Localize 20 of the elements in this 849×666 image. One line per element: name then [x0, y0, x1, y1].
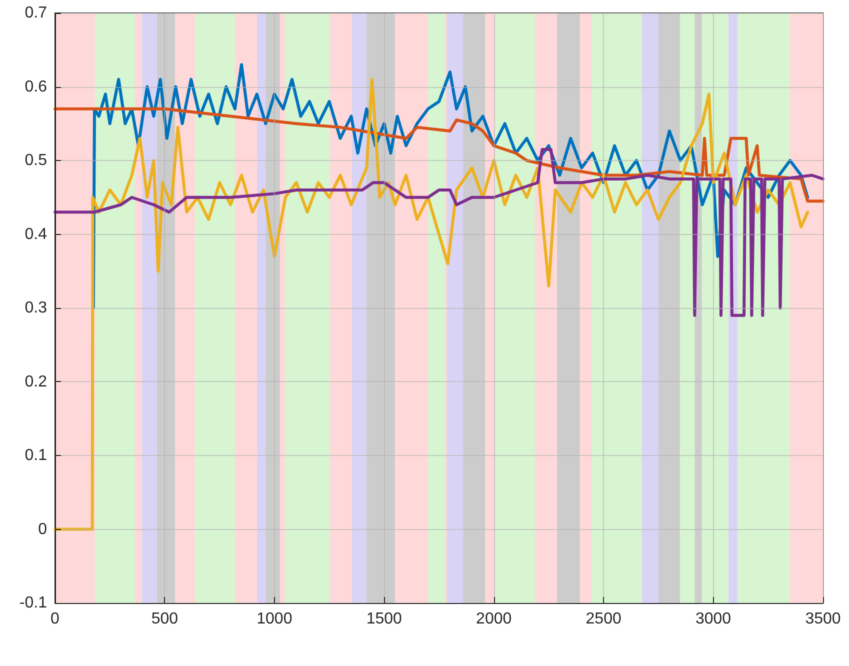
- x-tick-label: 3000: [695, 610, 732, 628]
- line-series: [54, 107, 824, 203]
- line-series: [54, 78, 810, 531]
- x-tick-label: 1500: [366, 610, 402, 628]
- y-tick-label: 0.6: [24, 78, 48, 96]
- x-tick-label: 0: [50, 610, 60, 628]
- y-tick-label: 0: [38, 520, 48, 538]
- y-tick-label: -0.1: [19, 594, 48, 612]
- line-series: [54, 148, 824, 317]
- y-tick-label: 0.4: [24, 226, 48, 243]
- y-tick-label: 0.3: [24, 300, 48, 316]
- x-tick-label: 500: [151, 610, 178, 628]
- y-tick-label: 0.5: [24, 152, 48, 169]
- x-tick-label: 2000: [476, 610, 512, 628]
- y-tick-label: 0.1: [24, 447, 48, 464]
- x-tick-label: 3500: [805, 610, 841, 628]
- y-tick-label: 0.7: [24, 4, 48, 22]
- y-tick-label: 0.2: [24, 373, 48, 390]
- x-tick-label: 2500: [586, 610, 622, 628]
- x-tick-label: 1000: [256, 610, 292, 628]
